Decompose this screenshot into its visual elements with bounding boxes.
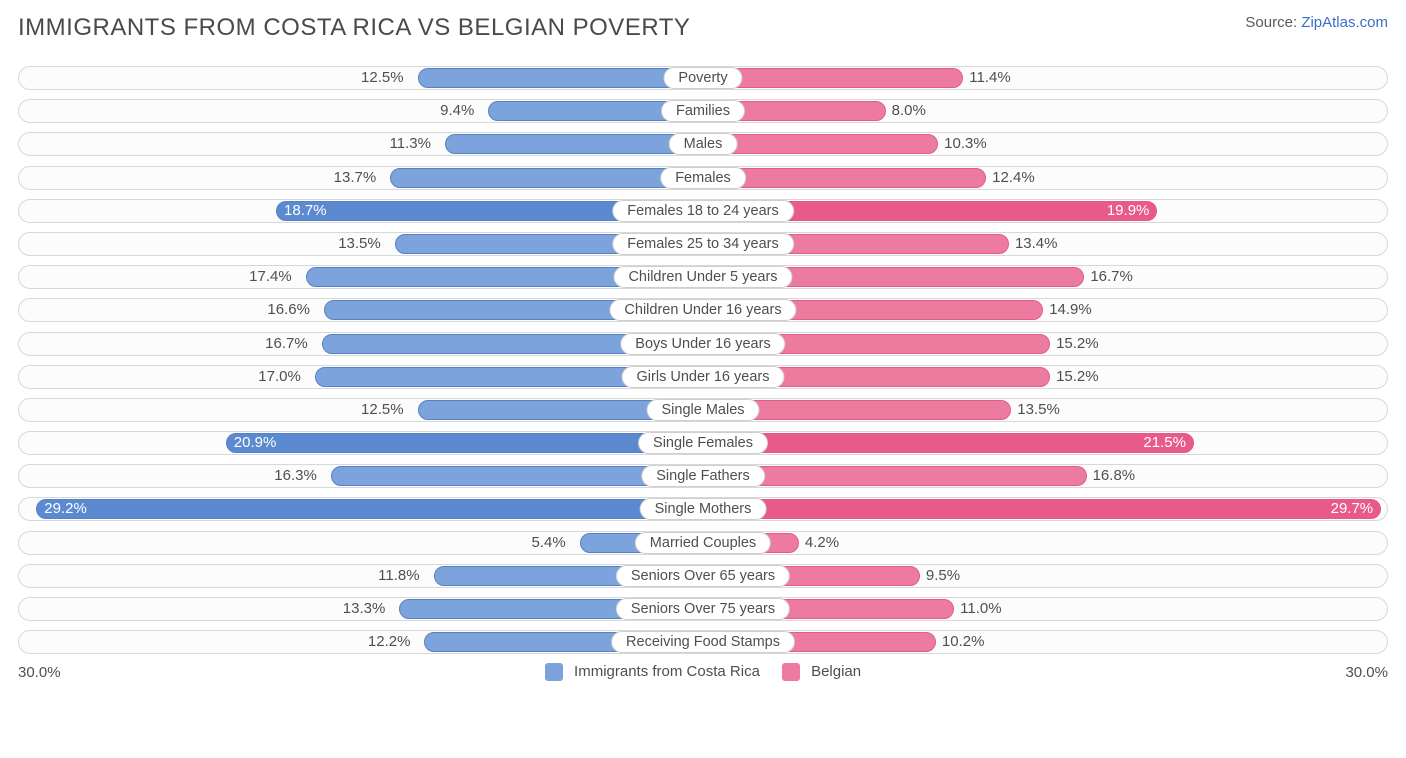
value-right: 8.0%: [892, 99, 926, 123]
legend-label-left: Immigrants from Costa Rica: [574, 663, 760, 680]
legend-swatch-left: [545, 663, 563, 681]
value-right: 15.2%: [1056, 365, 1099, 389]
chart-title: IMMIGRANTS FROM COSTA RICA VS BELGIAN PO…: [18, 14, 690, 42]
value-left: 11.8%: [378, 564, 427, 588]
legend-item-left: Immigrants from Costa Rica: [545, 663, 760, 681]
value-right: 19.9%: [1107, 199, 1150, 223]
legend-label-right: Belgian: [811, 663, 861, 680]
axis-max-right: 30.0%: [1328, 664, 1388, 681]
value-right: 29.7%: [1331, 497, 1374, 521]
category-label: Females 25 to 34 years: [612, 233, 794, 255]
value-right: 11.4%: [969, 66, 1010, 90]
value-left: 12.5%: [361, 398, 412, 422]
chart-row: 16.7% 15.2% Boys Under 16 years: [18, 332, 1388, 356]
value-left: 18.7%: [284, 199, 327, 223]
chart-row: 17.0% 15.2% Girls Under 16 years: [18, 365, 1388, 389]
value-left: 5.4%: [532, 531, 574, 555]
category-label: Children Under 5 years: [613, 266, 792, 288]
chart-row: 11.3% 10.3% Males: [18, 132, 1388, 156]
value-right: 21.5%: [1143, 431, 1186, 455]
value-left: 9.4%: [440, 99, 482, 123]
category-label: Boys Under 16 years: [620, 333, 785, 355]
value-left: 17.0%: [258, 365, 309, 389]
chart-source: Source: ZipAtlas.com: [1245, 14, 1388, 31]
value-right: 9.5%: [926, 564, 960, 588]
chart-row: 16.6% 14.9% Children Under 16 years: [18, 298, 1388, 322]
category-label: Females: [660, 167, 746, 189]
category-label: Children Under 16 years: [609, 299, 796, 321]
diverging-bar-chart: 12.5% 11.4% Poverty 9.4% 8.0% Families 11.3% 10…: [18, 66, 1388, 654]
bar-left: [36, 499, 703, 519]
category-label: Females 18 to 24 years: [612, 200, 794, 222]
chart-row: 18.7% 19.9% Females 18 to 24 years: [18, 199, 1388, 223]
value-right: 10.3%: [944, 132, 987, 156]
value-left: 13.5%: [338, 232, 389, 256]
legend-item-right: Belgian: [782, 663, 861, 681]
value-left: 12.5%: [361, 66, 412, 90]
category-label: Males: [669, 133, 738, 155]
chart-row: 12.2% 10.2% Receiving Food Stamps: [18, 630, 1388, 654]
value-right: 16.7%: [1090, 265, 1133, 289]
bar-left: [226, 433, 703, 453]
legend-swatch-right: [782, 663, 800, 681]
category-label: Single Males: [646, 399, 759, 421]
chart-row: 20.9% 21.5% Single Females: [18, 431, 1388, 455]
value-left: 29.2%: [44, 497, 87, 521]
bar-left: [418, 68, 703, 88]
chart-row: 12.5% 13.5% Single Males: [18, 398, 1388, 422]
bar-right: [703, 134, 938, 154]
value-right: 16.8%: [1093, 464, 1136, 488]
category-label: Single Mothers: [640, 498, 767, 520]
category-label: Seniors Over 65 years: [616, 565, 790, 587]
chart-row: 11.8% 9.5% Seniors Over 65 years: [18, 564, 1388, 588]
category-label: Single Females: [638, 432, 768, 454]
chart-row: 13.3% 11.0% Seniors Over 75 years: [18, 597, 1388, 621]
value-right: 14.9%: [1049, 298, 1092, 322]
chart-row: 29.2% 29.7% Single Mothers: [18, 497, 1388, 521]
value-left: 13.7%: [334, 166, 385, 190]
value-right: 13.4%: [1015, 232, 1058, 256]
value-left: 16.3%: [274, 464, 325, 488]
bar-right: [703, 499, 1381, 519]
axis-max-left: 30.0%: [18, 664, 78, 681]
category-label: Families: [661, 100, 745, 122]
value-left: 12.2%: [368, 630, 419, 654]
value-left: 17.4%: [249, 265, 300, 289]
chart-row: 9.4% 8.0% Families: [18, 99, 1388, 123]
chart-row: 13.5% 13.4% Females 25 to 34 years: [18, 232, 1388, 256]
bar-left: [390, 168, 703, 188]
chart-footer: 30.0% Immigrants from Costa Rica Belgian…: [18, 663, 1388, 681]
value-right: 10.2%: [942, 630, 985, 654]
value-right: 4.2%: [805, 531, 839, 555]
source-label: Source:: [1245, 14, 1297, 31]
value-left: 13.3%: [343, 597, 394, 621]
source-link[interactable]: ZipAtlas.com: [1301, 14, 1388, 31]
chart-legend: Immigrants from Costa Rica Belgian: [78, 663, 1328, 681]
value-right: 15.2%: [1056, 332, 1099, 356]
value-right: 12.4%: [992, 166, 1035, 190]
category-label: Single Fathers: [641, 465, 765, 487]
bar-right: [703, 433, 1194, 453]
value-left: 16.6%: [267, 298, 318, 322]
chart-row: 13.7% 12.4% Females: [18, 166, 1388, 190]
value-right: 11.0%: [960, 597, 1001, 621]
value-left: 16.7%: [265, 332, 316, 356]
category-label: Poverty: [663, 67, 742, 89]
category-label: Married Couples: [635, 532, 771, 554]
chart-row: 5.4% 4.2% Married Couples: [18, 531, 1388, 555]
chart-row: 16.3% 16.8% Single Fathers: [18, 464, 1388, 488]
category-label: Girls Under 16 years: [622, 366, 785, 388]
category-label: Seniors Over 75 years: [616, 598, 790, 620]
value-right: 13.5%: [1017, 398, 1060, 422]
chart-row: 12.5% 11.4% Poverty: [18, 66, 1388, 90]
chart-row: 17.4% 16.7% Children Under 5 years: [18, 265, 1388, 289]
value-left: 11.3%: [390, 132, 439, 156]
value-left: 20.9%: [234, 431, 277, 455]
bar-left: [445, 134, 703, 154]
chart-header: IMMIGRANTS FROM COSTA RICA VS BELGIAN PO…: [18, 14, 1388, 42]
category-label: Receiving Food Stamps: [611, 631, 795, 653]
